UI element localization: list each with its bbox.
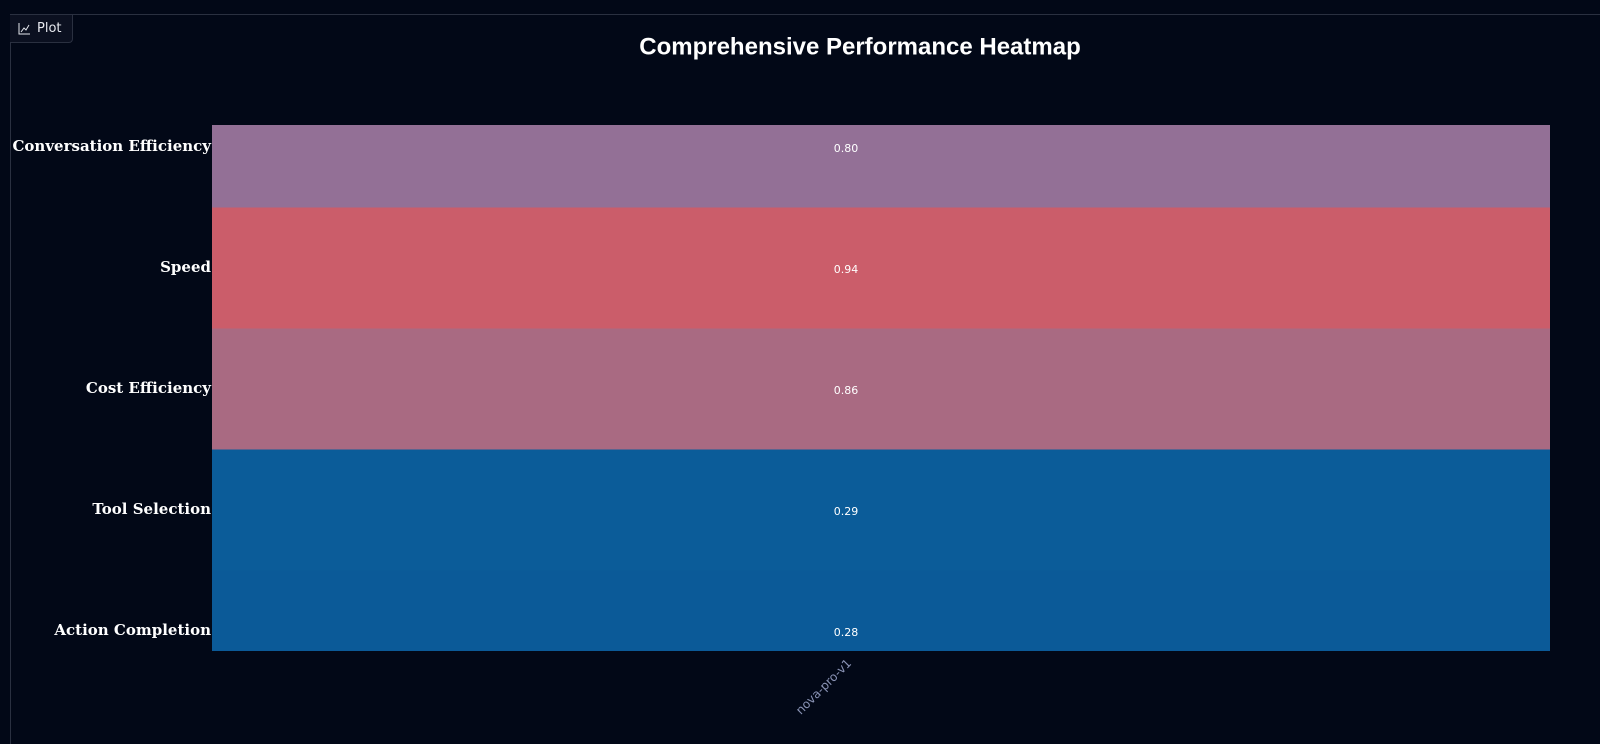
y-tick-label: Conversation Efficiency bbox=[12, 137, 212, 155]
plot-icon bbox=[18, 23, 30, 35]
chart-title: Comprehensive Performance Heatmap bbox=[639, 33, 1081, 60]
panel-tag: Plot bbox=[10, 15, 73, 43]
y-tick-label: Cost Efficiency bbox=[86, 379, 212, 397]
heatmap-cell bbox=[212, 207, 1550, 329]
value-label: 0.80 bbox=[834, 142, 859, 155]
heatmap-cell bbox=[212, 570, 1550, 651]
y-tick-label: Speed bbox=[160, 258, 211, 276]
heatmap-cell bbox=[212, 449, 1550, 571]
value-label: 0.29 bbox=[834, 505, 859, 518]
panel-label: Plot bbox=[37, 21, 62, 36]
heatmap-cell bbox=[212, 125, 1550, 208]
x-tick-label: nova-pro-v1 bbox=[793, 656, 854, 717]
value-label: 0.94 bbox=[834, 263, 859, 276]
y-tick-label: Tool Selection bbox=[92, 500, 211, 518]
heatmap-cell bbox=[212, 328, 1550, 450]
value-label: 0.86 bbox=[834, 384, 859, 397]
heatmap-cells bbox=[212, 125, 1550, 651]
value-label: 0.28 bbox=[834, 626, 859, 639]
y-tick-label: Action Completion bbox=[53, 621, 211, 639]
plot-panel bbox=[10, 14, 1600, 744]
